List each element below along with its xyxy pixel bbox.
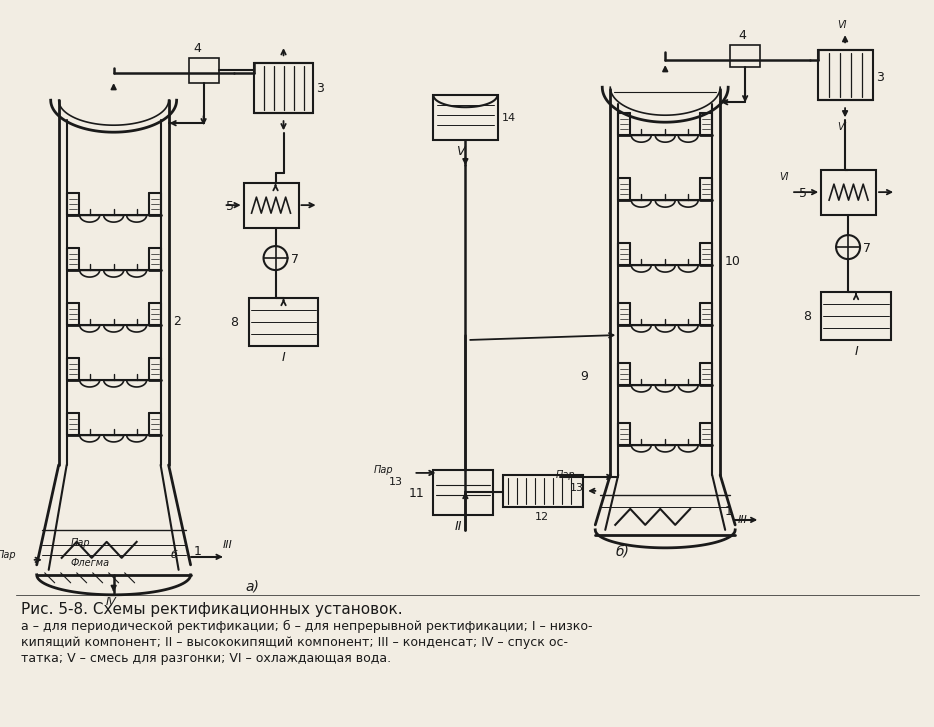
Text: VI: VI bbox=[837, 122, 846, 132]
Text: I: I bbox=[282, 351, 286, 364]
Text: I: I bbox=[855, 345, 858, 358]
Bar bbox=[730, 45, 760, 67]
Text: 13: 13 bbox=[571, 483, 585, 493]
Text: Пар: Пар bbox=[71, 538, 91, 548]
Text: 3: 3 bbox=[317, 81, 324, 95]
Text: Пар: Пар bbox=[374, 465, 393, 475]
Text: 4: 4 bbox=[193, 42, 202, 55]
Text: 11: 11 bbox=[408, 487, 424, 500]
Text: а): а) bbox=[246, 580, 260, 594]
Text: б: б bbox=[171, 550, 177, 560]
Text: Флегма: Флегма bbox=[71, 558, 110, 568]
Text: VI: VI bbox=[779, 172, 788, 182]
Text: 9: 9 bbox=[580, 370, 588, 383]
Bar bbox=[244, 183, 299, 228]
Text: III: III bbox=[738, 515, 748, 525]
Text: 14: 14 bbox=[502, 113, 516, 123]
Text: 8: 8 bbox=[231, 316, 238, 329]
Text: 10: 10 bbox=[725, 255, 741, 268]
Text: V: V bbox=[456, 145, 464, 158]
Text: 1: 1 bbox=[725, 505, 733, 518]
Text: б): б) bbox=[616, 545, 630, 559]
Text: 5: 5 bbox=[226, 200, 234, 213]
Text: а – для периодической ректификации; б – для непрерывной ректификации; I – низко-: а – для периодической ректификации; б – … bbox=[21, 620, 592, 633]
Text: 12: 12 bbox=[535, 512, 549, 522]
Text: IV: IV bbox=[106, 597, 117, 607]
Text: 2: 2 bbox=[174, 315, 181, 328]
Bar bbox=[433, 470, 493, 515]
Text: Пар: Пар bbox=[0, 550, 17, 560]
Text: 7: 7 bbox=[863, 242, 871, 255]
Bar bbox=[189, 58, 219, 83]
Text: 4: 4 bbox=[738, 29, 746, 42]
Text: 1: 1 bbox=[193, 545, 202, 558]
Text: VI: VI bbox=[837, 20, 846, 31]
Text: 13: 13 bbox=[389, 477, 403, 487]
Bar bbox=[248, 298, 318, 346]
Text: II: II bbox=[455, 520, 462, 533]
Text: 8: 8 bbox=[803, 310, 811, 323]
Text: 5: 5 bbox=[800, 187, 807, 200]
Text: Пар: Пар bbox=[556, 470, 575, 480]
Bar bbox=[253, 63, 314, 113]
Bar bbox=[433, 95, 499, 140]
Text: III: III bbox=[222, 540, 233, 550]
Bar bbox=[818, 50, 873, 100]
Bar bbox=[821, 170, 876, 215]
Text: 7: 7 bbox=[290, 253, 299, 266]
Text: кипящий компонент; II – высококипящий компонент; III – конденсат; IV – спуск ос-: кипящий компонент; II – высококипящий ко… bbox=[21, 636, 568, 648]
Text: 3: 3 bbox=[876, 71, 884, 84]
Text: татка; V – смесь для разгонки; VI – охлаждающая вода.: татка; V – смесь для разгонки; VI – охла… bbox=[21, 652, 390, 664]
Text: Рис. 5-8. Схемы ректификационных установок.: Рис. 5-8. Схемы ректификационных установ… bbox=[21, 602, 403, 616]
Bar bbox=[821, 292, 891, 340]
Bar bbox=[503, 475, 583, 507]
